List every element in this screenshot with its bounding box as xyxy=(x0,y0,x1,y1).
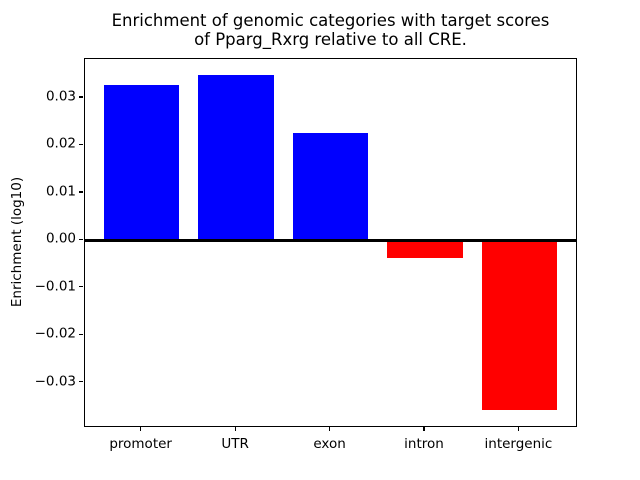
x-tick-mark xyxy=(140,427,142,431)
y-tick-mark xyxy=(79,286,83,288)
bar-UTR xyxy=(198,74,274,241)
y-tick-label: 0.01 xyxy=(45,183,76,200)
y-tick-label: 0.03 xyxy=(45,88,76,105)
y-tick-label: −0.03 xyxy=(34,373,76,390)
y-tick-label: −0.01 xyxy=(34,278,76,295)
zero-line xyxy=(85,239,576,242)
chart-title: Enrichment of genomic categories with ta… xyxy=(84,11,577,49)
x-tick-label-promoter: promoter xyxy=(109,436,172,452)
bar-promoter xyxy=(103,85,180,241)
x-tick-label-intron: intron xyxy=(404,436,444,452)
y-tick-mark xyxy=(79,96,83,98)
y-tick-label: 0.02 xyxy=(45,135,76,152)
y-tick-mark xyxy=(79,333,83,335)
x-tick-label-intergenic: intergenic xyxy=(484,436,553,452)
y-tick-label: −0.02 xyxy=(34,325,76,342)
x-tick-mark xyxy=(234,427,236,431)
y-tick-mark xyxy=(79,381,83,383)
bar-exon xyxy=(292,133,369,241)
plot-area xyxy=(84,58,577,427)
x-tick-label-exon: exon xyxy=(313,436,346,452)
bar-intergenic xyxy=(481,240,558,411)
chart-title-line-2: of Pparg_Rxrg relative to all CRE. xyxy=(194,29,467,49)
x-tick-mark xyxy=(328,427,331,431)
y-tick-mark xyxy=(79,238,83,240)
y-tick-label: 0.00 xyxy=(45,230,76,247)
chart-title-line-1: Enrichment of genomic categories with ta… xyxy=(111,11,550,30)
y-tick-mark xyxy=(79,143,83,146)
bar-intron xyxy=(387,240,463,259)
x-tick-label-UTR: UTR xyxy=(221,436,249,452)
y-tick-mark xyxy=(79,191,83,193)
x-tick-mark xyxy=(517,427,520,431)
x-tick-mark xyxy=(423,427,425,431)
